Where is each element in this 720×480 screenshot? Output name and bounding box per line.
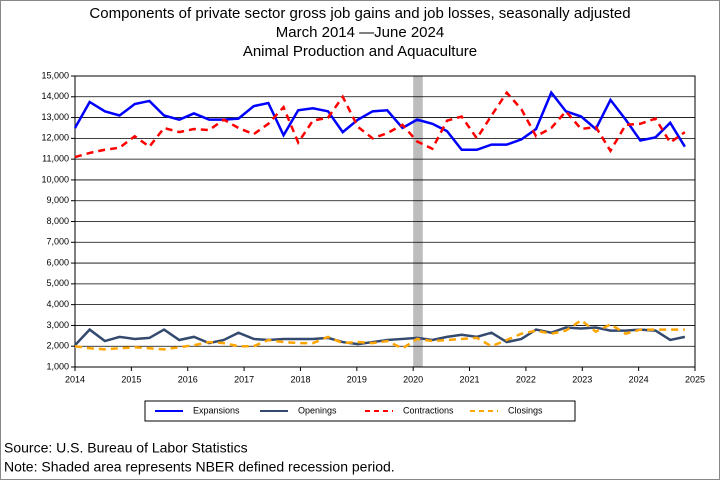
source: Source: U.S. Bureau of Labor Statistics: [4, 440, 248, 456]
y-tick-label: 15,000: [41, 70, 69, 80]
y-tick-label: 1,000: [46, 361, 69, 371]
y-tick-label: 2,000: [46, 341, 69, 351]
y-tick-label: 9,000: [46, 195, 69, 205]
x-tick-label: 2022: [516, 374, 536, 384]
x-tick-label: 2023: [572, 374, 592, 384]
y-tick-label: 7,000: [46, 237, 69, 247]
chart-title: Components of private sector gross job g…: [89, 5, 630, 22]
x-tick-label: 2024: [629, 374, 649, 384]
y-tick-label: 6,000: [46, 257, 69, 267]
x-tick-label: 2016: [178, 374, 198, 384]
legend-label: Expansions: [193, 405, 240, 415]
y-tick-label: 3,000: [46, 320, 69, 330]
x-tick-label: 2019: [347, 374, 367, 384]
x-tick-label: 2020: [403, 374, 423, 384]
legend-label: Closings: [508, 405, 543, 415]
y-tick-label: 14,000: [41, 91, 69, 101]
legend-label: Openings: [298, 405, 337, 415]
y-tick-label: 10,000: [41, 174, 69, 184]
x-tick-label: 2015: [121, 374, 141, 384]
y-tick-label: 8,000: [46, 216, 69, 226]
legend-label: Contractions: [403, 405, 454, 415]
chart-subtitle: March 2014 —June 2024: [276, 24, 444, 41]
legend-box: [144, 400, 576, 422]
x-tick-label: 2025: [685, 374, 705, 384]
series-line: [74, 318, 685, 351]
x-tick-label: 2017: [234, 374, 254, 384]
y-tick-label: 4,000: [46, 299, 69, 309]
note: Note: Shaded area represents NBER define…: [4, 459, 395, 475]
plot-border: [74, 75, 696, 368]
chart-subtitle: Animal Production and Aquaculture: [243, 43, 477, 60]
x-tick-label: 2014: [65, 374, 85, 384]
series-line: [74, 90, 686, 159]
x-tick-label: 2018: [290, 374, 310, 384]
y-tick-label: 13,000: [41, 112, 69, 122]
y-tick-label: 11,000: [42, 154, 69, 164]
y-tick-label: 5,000: [46, 278, 69, 288]
series-line: [73, 90, 686, 152]
series-line: [74, 326, 686, 347]
y-tick-label: 12,000: [41, 133, 69, 143]
x-tick-label: 2021: [460, 374, 480, 384]
